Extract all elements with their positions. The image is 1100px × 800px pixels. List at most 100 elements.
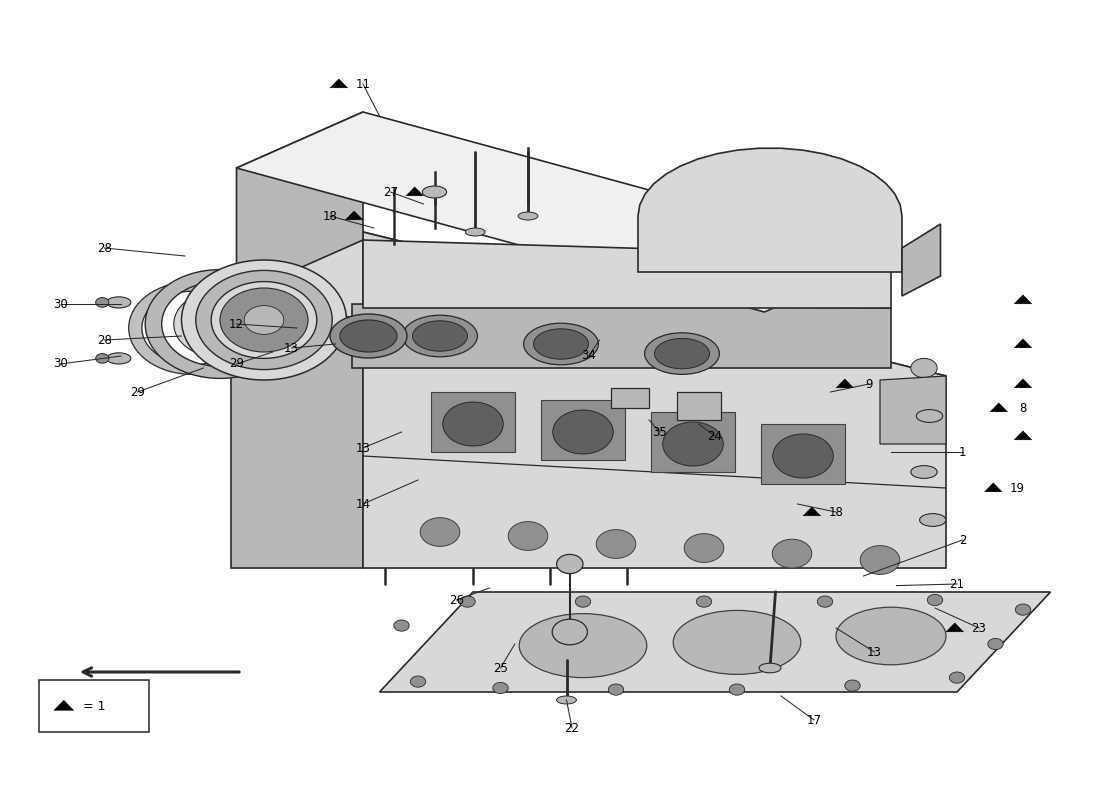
Text: 8: 8 [1020,402,1026,414]
Text: 17: 17 [806,714,822,726]
Polygon shape [803,507,821,516]
Text: 2: 2 [959,534,966,546]
Circle shape [812,338,838,358]
Text: 1: 1 [959,446,966,458]
Circle shape [927,594,943,606]
Polygon shape [761,424,845,484]
Circle shape [1015,604,1031,615]
Text: 28: 28 [97,334,112,346]
Ellipse shape [403,315,477,357]
Circle shape [772,539,812,568]
Circle shape [860,546,900,574]
Circle shape [174,290,266,358]
Polygon shape [431,392,515,452]
Text: 29: 29 [130,386,145,398]
Ellipse shape [534,329,588,359]
Circle shape [949,672,965,683]
Ellipse shape [911,466,937,478]
Circle shape [592,294,618,314]
Text: 29: 29 [229,358,244,370]
Ellipse shape [557,696,576,704]
Ellipse shape [330,314,407,358]
Text: 21: 21 [949,578,965,590]
Polygon shape [1014,431,1032,440]
Polygon shape [1014,295,1032,304]
Text: 26: 26 [449,594,464,606]
Polygon shape [880,376,946,444]
Ellipse shape [524,323,598,365]
Ellipse shape [519,614,647,678]
Text: 30: 30 [53,358,68,370]
Text: 18: 18 [322,210,338,222]
FancyBboxPatch shape [39,680,148,732]
Ellipse shape [552,410,614,454]
Text: 28: 28 [97,242,112,254]
Text: 23: 23 [971,622,987,634]
Circle shape [684,534,724,562]
Ellipse shape [518,212,538,220]
Text: 13: 13 [867,646,882,658]
Text: 14: 14 [355,498,371,510]
Text: 24: 24 [707,430,723,442]
Circle shape [244,306,284,334]
Polygon shape [638,148,902,272]
Ellipse shape [96,354,109,363]
Text: eurobros: eurobros [340,310,804,490]
Ellipse shape [96,298,109,307]
Polygon shape [406,187,424,196]
Polygon shape [990,403,1008,412]
Polygon shape [379,592,1050,692]
Polygon shape [352,304,891,368]
Polygon shape [676,392,720,420]
Ellipse shape [107,353,131,364]
Text: a passion since 1985: a passion since 1985 [426,452,718,540]
Polygon shape [363,240,891,308]
Circle shape [220,288,308,352]
Polygon shape [902,224,940,296]
Polygon shape [345,211,363,220]
Ellipse shape [442,402,504,446]
Polygon shape [541,400,625,460]
Text: 27: 27 [383,186,398,198]
Ellipse shape [340,320,397,352]
Circle shape [552,619,587,645]
Text: 22: 22 [564,722,580,734]
Ellipse shape [916,410,943,422]
Text: 35: 35 [652,426,668,438]
Polygon shape [236,112,363,296]
Text: 34: 34 [581,350,596,362]
Polygon shape [330,79,348,88]
Ellipse shape [772,434,834,478]
Polygon shape [984,483,1002,492]
Ellipse shape [759,663,781,673]
Circle shape [420,518,460,546]
Ellipse shape [654,338,710,369]
Circle shape [557,554,583,574]
Circle shape [460,596,475,607]
Text: = 1: = 1 [82,699,104,713]
Ellipse shape [920,514,946,526]
Text: 11: 11 [355,78,371,90]
Ellipse shape [465,228,485,236]
Polygon shape [1014,379,1032,388]
Circle shape [596,530,636,558]
Polygon shape [1014,339,1032,348]
Polygon shape [231,232,363,568]
Ellipse shape [422,186,447,198]
Text: 13: 13 [355,442,371,454]
Polygon shape [231,232,946,432]
Circle shape [383,246,409,266]
Ellipse shape [673,610,801,674]
Circle shape [508,522,548,550]
Circle shape [845,680,860,691]
Circle shape [817,596,833,607]
Ellipse shape [836,607,946,665]
Text: 25: 25 [493,662,508,674]
Circle shape [182,260,346,380]
Ellipse shape [107,297,131,308]
Circle shape [988,638,1003,650]
Circle shape [608,684,624,695]
Circle shape [482,270,508,290]
Circle shape [493,682,508,694]
Polygon shape [236,112,891,312]
